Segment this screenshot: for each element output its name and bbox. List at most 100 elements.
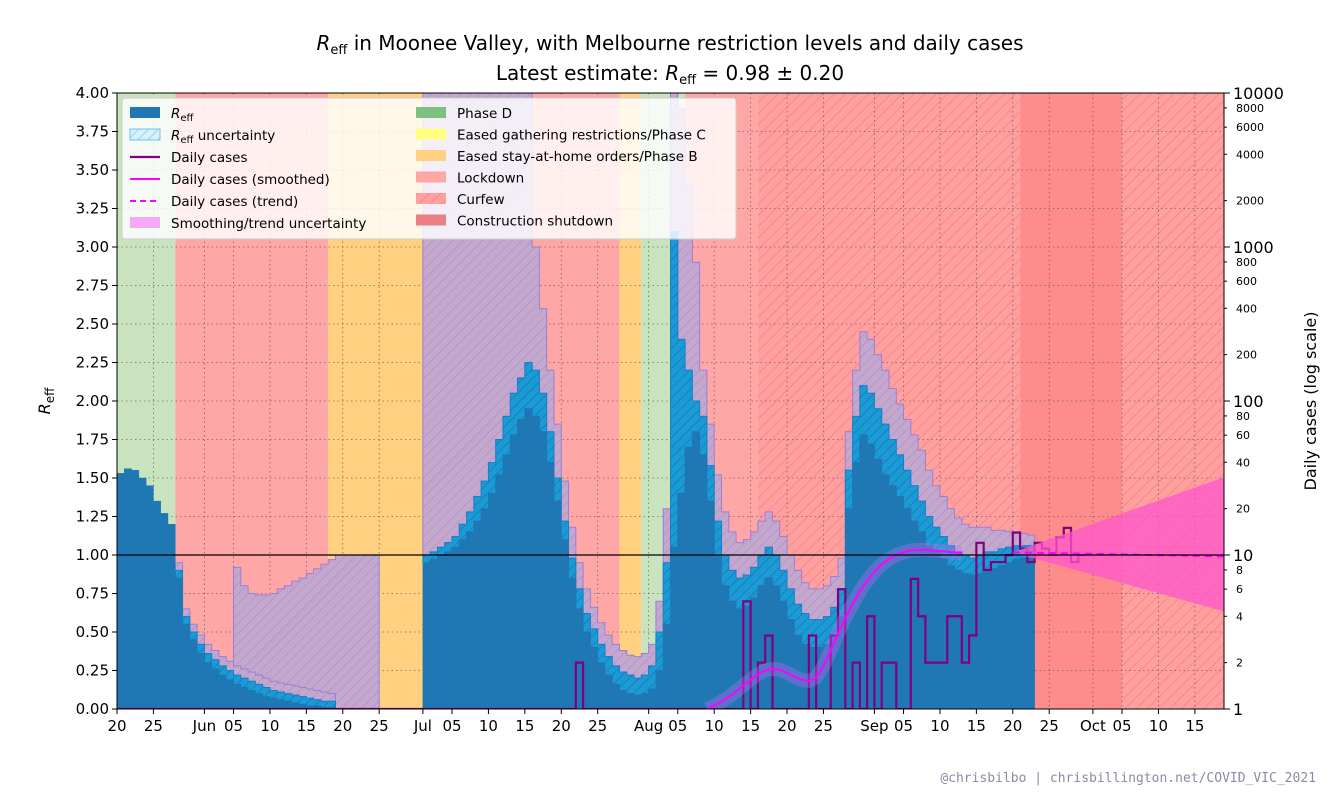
- y-left-tick-label: 2.25: [76, 354, 109, 372]
- y-axis-left-label: Reff: [35, 387, 57, 415]
- y-right-minor-label: 8000: [1236, 102, 1264, 115]
- x-tick-label: 05: [1112, 717, 1131, 735]
- legend-swatch-phase_d: [416, 107, 446, 118]
- legend-swatch-construction_shutdown: [416, 214, 446, 226]
- legend-label-curfew: Curfew: [457, 192, 505, 208]
- y-left-tick-label: 0.25: [76, 662, 109, 680]
- y-right-minor-label: 6: [1236, 583, 1243, 596]
- y-left-tick-label: 2.50: [76, 315, 109, 333]
- y-left-tick-label: 4.00: [76, 84, 109, 102]
- x-tick-label: Aug: [634, 717, 663, 735]
- y-left-tick-label: 3.00: [76, 238, 109, 256]
- y-left-tick-label: 0.00: [76, 700, 109, 718]
- x-tick-label: 05: [442, 717, 461, 735]
- smoothed-cases-line: [706, 548, 962, 709]
- y-right-tick-label: 10000: [1233, 84, 1284, 103]
- legend-label-smoothed: Daily cases (smoothed): [171, 172, 330, 188]
- y-left-tick-label: 3.75: [76, 123, 109, 141]
- y-right-minor-label: 60: [1236, 429, 1250, 442]
- x-tick-label: 25: [1040, 717, 1059, 735]
- y-right-tick-label: 1: [1233, 700, 1243, 719]
- legend-label-trend: Daily cases (trend): [171, 194, 298, 210]
- y-left-tick-label: 3.25: [76, 200, 109, 218]
- y-right-minor-label: 4: [1236, 610, 1243, 623]
- reff-area: [117, 468, 336, 709]
- x-tick-label: Jun: [192, 717, 216, 735]
- reff-series: [117, 93, 1036, 709]
- y-right-minor-label: 400: [1236, 302, 1257, 315]
- x-tick-label: 15: [515, 717, 534, 735]
- y-left-tick-label: 1.25: [76, 508, 109, 526]
- x-tick-label: 25: [370, 717, 389, 735]
- y-left-tick-label: 2.00: [76, 392, 109, 410]
- x-tick-label: 10: [260, 717, 279, 735]
- legend-label-r_eff: Reff: [171, 106, 195, 124]
- cases-series: [117, 477, 1224, 709]
- legend-label-construction_shutdown: Construction shutdown: [457, 214, 613, 230]
- y-right-tick-label: 1000: [1233, 238, 1274, 257]
- chart-subtitle: Latest estimate: Reff = 0.98 ± 0.20: [496, 61, 844, 88]
- x-tick-label: 20: [777, 717, 796, 735]
- daily-cases-line: [117, 526, 1086, 709]
- legend-swatch-eased_stay_at_home: [416, 150, 446, 161]
- x-axis: 20 25 Jun 05 10 15 20 25 Jul 05 10 15 20 25 Aug 05 10 15 2…: [107, 709, 1204, 735]
- y-right-minor-label: 8: [1236, 564, 1243, 577]
- x-tick-label: 25: [144, 717, 163, 735]
- x-tick-label: 25: [588, 717, 607, 735]
- x-tick-label: 05: [668, 717, 687, 735]
- y-left-tick-label: 2.75: [76, 277, 109, 295]
- y-right-tick-label: 100: [1233, 392, 1264, 411]
- legend-swatch-eased_gathering: [416, 128, 446, 140]
- legend-label-eased_stay_at_home: Eased stay-at-home orders/Phase B: [457, 149, 698, 165]
- y-axis-right: 1 10 100 1000 10000 2 4 6 8 20 40 60 80 200 400 600 800 2…: [1224, 84, 1284, 719]
- legend-swatch-curfew: [416, 193, 446, 204]
- trend-uncertainty-band: [1012, 477, 1224, 612]
- credit-text: @chrisbilbo | chrisbillington.net/COVID_…: [940, 771, 1316, 786]
- legend-label-phase_d: Phase D: [457, 106, 512, 122]
- legend-label-eased_gathering: Eased gathering restrictions/Phase C: [457, 128, 706, 144]
- x-tick-label: 10: [479, 717, 498, 735]
- legend-label-daily: Daily cases: [171, 150, 248, 166]
- reff-area: [422, 408, 1035, 709]
- legend-swatch-lockdown: [416, 171, 446, 183]
- x-tick-label: 10: [1149, 717, 1168, 735]
- x-tick-label: Sep: [860, 717, 888, 735]
- legend-label-trend_unc: Smoothing/trend uncertainty: [171, 216, 366, 232]
- x-tick-label: 10: [705, 717, 724, 735]
- legend-label-lockdown: Lockdown: [457, 171, 524, 187]
- y-axis-left: 0.00 0.25 0.50 0.75 1.00 1.25 1.50 1.75 2.00 2.25…: [76, 84, 117, 718]
- x-tick-label: Jul: [413, 717, 432, 735]
- legend: Reff Reff uncertainty Daily cases Daily cas…: [121, 97, 737, 240]
- y-left-tick-label: 1.50: [76, 469, 109, 487]
- y-right-minor-label: 2000: [1236, 195, 1264, 208]
- x-tick-label: 15: [1185, 717, 1204, 735]
- x-tick-label: 20: [107, 717, 126, 735]
- y-right-minor-label: 20: [1236, 503, 1250, 516]
- y-right-minor-label: 4000: [1236, 148, 1264, 161]
- y-left-tick-label: 1.75: [76, 431, 109, 449]
- x-tick-label: Oct: [1080, 717, 1106, 735]
- y-right-minor-label: 6000: [1236, 121, 1264, 134]
- restriction-band-curfew: [1122, 93, 1224, 709]
- y-left-tick-label: 0.75: [76, 585, 109, 603]
- y-right-minor-label: 200: [1236, 349, 1257, 362]
- legend-label-r_eff_unc: Reff uncertainty: [171, 128, 275, 146]
- y-left-tick-label: 3.50: [76, 161, 109, 179]
- x-tick-label: 15: [967, 717, 986, 735]
- legend-box: [121, 97, 737, 240]
- x-tick-label: 20: [552, 717, 571, 735]
- legend-swatch-trend-uncertainty: [130, 217, 160, 228]
- x-tick-label: 20: [333, 717, 352, 735]
- x-tick-label: 15: [741, 717, 760, 735]
- y-axis-right-label: Daily cases (log scale): [1301, 312, 1320, 491]
- y-right-minor-label: 2: [1236, 657, 1243, 670]
- x-tick-label: 25: [814, 717, 833, 735]
- x-tick-label: 10: [930, 717, 949, 735]
- x-tick-label: 05: [224, 717, 243, 735]
- chart-title: Reff in Moonee Valley, with Melbourne re…: [316, 31, 1023, 58]
- y-left-tick-label: 0.50: [76, 623, 109, 641]
- x-tick-label: 15: [297, 717, 316, 735]
- y-right-minor-label: 800: [1236, 256, 1257, 269]
- y-right-minor-label: 80: [1236, 410, 1250, 423]
